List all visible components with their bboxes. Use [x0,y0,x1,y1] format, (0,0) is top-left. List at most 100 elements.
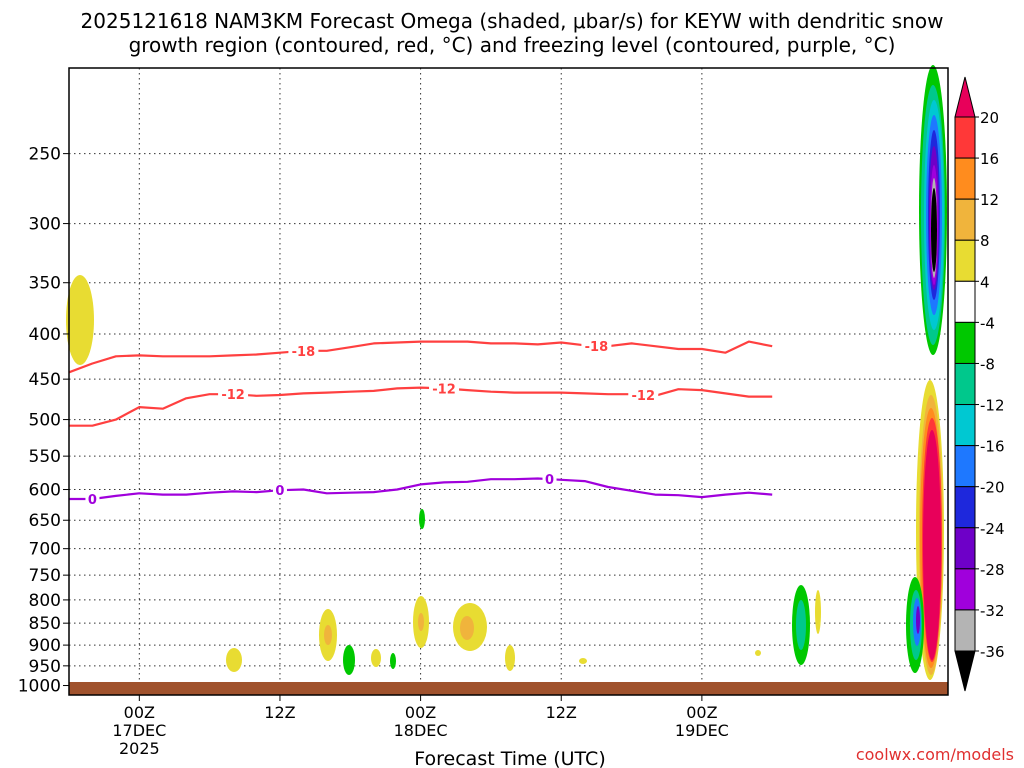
y-tick-label: 600 [29,481,61,501]
contour-label-background [429,381,460,396]
credit-text: coolwx.com/models [856,745,1014,764]
x-tick-label: 00Z [405,703,436,722]
plot-frame [68,67,949,696]
colorbar-segment [954,527,976,570]
colorbar-arrow-bottom [954,650,976,692]
contour-label: 0 [275,484,284,499]
omega-upward-cell [505,645,515,671]
x-tick-label: 17DEC [112,721,166,740]
colorbar-segment [954,116,976,159]
omega-upward-cell [66,275,94,365]
colorbar-label: 16 [980,150,999,168]
y-tick-label: 900 [29,636,61,656]
omega-shading [66,65,947,680]
colorbar-segment [954,239,976,282]
y-tick-label: 400 [29,325,61,345]
colorbar-label: 20 [980,109,999,127]
terrain-surface [69,682,948,695]
omega-upward-cell [755,650,761,656]
omega-downward-cell [931,188,937,272]
y-axis: 2503003504004505005506006507007508008509… [18,145,69,697]
colorbar-segment [954,568,976,611]
omega-upward-cell [923,430,941,660]
x-tick-label: 00Z [686,703,717,722]
colorbar-segment [954,280,976,323]
contour-label-background [628,388,659,403]
x-tick-label: 18DEC [394,721,448,740]
colorbar-segment [954,362,976,406]
contour-label: 0 [545,473,554,488]
colorbar-label: -28 [980,561,1005,579]
colorbar-segment [954,157,976,200]
colorbar-segment [954,198,976,241]
colorbar-label: 8 [980,232,990,250]
chart-title-line2: growth region (contoured, red, °C) and f… [129,33,896,57]
contour-label: -18 [292,345,316,360]
omega-downward-cell [390,653,396,669]
y-tick-label: 1000 [18,677,61,697]
colorbar-label: -32 [980,602,1005,620]
colorbar-label: -12 [980,397,1005,415]
omega-downward-cell [916,606,920,634]
colorbar-label: -20 [980,479,1005,497]
contour-label: -18 [585,340,609,355]
colorbar-segment [954,404,976,447]
x-tick-label: 2025 [119,739,160,758]
omega-downward-cell [796,600,806,650]
contour-label: -12 [221,388,245,403]
colorbar-label: -24 [980,520,1005,538]
omega-upward-cell [418,613,424,631]
colorbar-label: -4 [980,314,995,332]
y-tick-label: 250 [29,145,61,165]
y-tick-label: 500 [29,411,61,431]
y-tick-label: 450 [29,370,61,390]
omega-upward-cell [324,625,332,645]
x-tick-label: 12Z [264,703,295,722]
contour-line--18 [68,340,773,374]
plot-area: -18 -18 -12 -12 -12 0 0 0 [66,65,949,696]
contour-label: -12 [632,389,656,404]
y-tick-label: 850 [29,614,61,634]
y-tick-label: 750 [29,566,61,586]
contour-label-background [85,492,100,507]
contour-lines: -18 -18 -12 -12 -12 0 0 0 [68,338,773,508]
omega-upward-cell [460,616,474,640]
colorbar-arrow-top [954,76,976,118]
colorbar-label: 12 [980,191,999,209]
contour-label-background [272,483,287,498]
omega-downward-cell [419,509,425,529]
colorbar-segment [954,321,976,364]
y-tick-label: 950 [29,657,61,677]
colorbar-label: 4 [980,273,990,291]
contour-label: -12 [432,382,456,397]
x-tick-label: 00Z [124,703,155,722]
y-tick-label: 350 [29,274,61,294]
colorbar-segment [954,445,976,488]
colorbar-label: -16 [980,438,1005,456]
y-tick-label: 550 [29,447,61,467]
contour-label-background [581,338,612,353]
x-axis-label: Forecast Time (UTC) [414,748,605,768]
y-tick-label: 800 [29,591,61,611]
colorbar-label: -36 [980,643,1005,661]
y-tick-label: 300 [29,215,61,235]
contour-label-background [542,472,557,487]
omega-downward-cell [343,645,355,675]
x-tick-label: 12Z [546,703,577,722]
omega-upward-cell [371,649,381,667]
colorbar-segment [954,609,976,652]
omega-upward-cell [815,590,821,634]
contour-label-background [288,343,319,358]
chart-title-line1: 2025121618 NAM3KM Forecast Omega (shaded… [81,9,944,33]
omega-upward-cell [579,658,587,664]
y-tick-label: 650 [29,511,61,531]
colorbar-label: -8 [980,355,995,373]
contour-line-0 [69,477,773,501]
omega-upward-cell [226,648,242,672]
contour-label-background [218,387,249,402]
colorbar-legend: 20 16 12 8 4 -4 -8 -12 -16 -20 -24 -28 -32 -36 [954,76,1005,692]
contour-label: 0 [88,493,97,508]
x-tick-label: 19DEC [675,721,729,740]
